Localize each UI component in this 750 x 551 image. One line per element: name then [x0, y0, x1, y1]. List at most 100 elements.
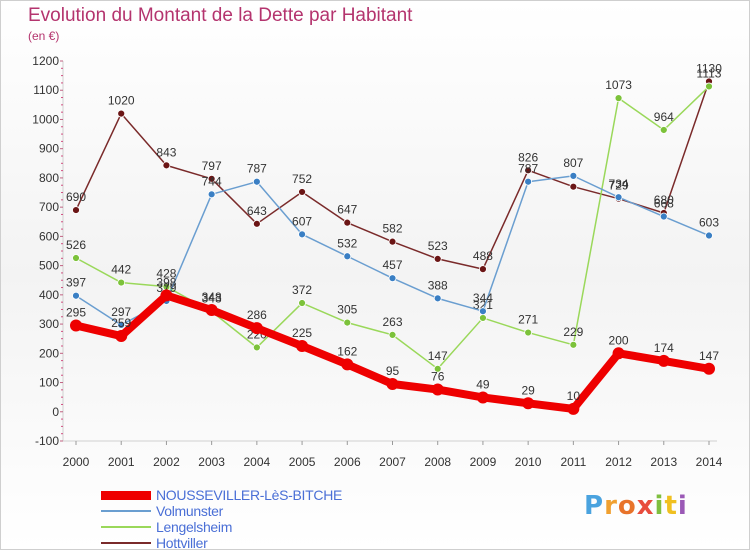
- data-label: 787: [518, 162, 538, 176]
- data-label: 843: [156, 145, 176, 159]
- data-label: 147: [428, 349, 448, 363]
- y-tick-label: 300: [39, 317, 59, 331]
- y-tick-label: 100: [39, 376, 59, 390]
- data-label: 398: [156, 275, 176, 289]
- data-label: 49: [476, 377, 490, 391]
- y-tick-label: 500: [39, 259, 59, 273]
- data-label: 174: [654, 341, 674, 355]
- proxiti-logo: Proxiti: [584, 491, 688, 521]
- data-label: 787: [247, 162, 267, 176]
- data-label: 532: [337, 236, 357, 250]
- legend-label: Volmunster: [156, 503, 224, 519]
- y-tick-label: 1000: [32, 112, 59, 126]
- data-point: [703, 362, 715, 375]
- y-tick-label: -100: [35, 434, 59, 448]
- data-label: 457: [382, 258, 402, 272]
- data-label: 297: [111, 305, 131, 319]
- data-point: [205, 304, 218, 317]
- y-tick-label: 1200: [32, 54, 59, 68]
- logo-letter: r: [604, 491, 618, 521]
- y-tick-label: 200: [39, 346, 59, 360]
- data-point: [386, 378, 399, 390]
- data-point: [659, 212, 668, 221]
- legend-swatch: [101, 510, 151, 512]
- data-point: [522, 397, 535, 410]
- x-tick-label: 2013: [650, 455, 677, 469]
- data-label: 10: [567, 389, 581, 403]
- data-label: 680: [654, 193, 674, 207]
- logo-letter: t: [664, 491, 678, 521]
- data-point: [388, 274, 397, 283]
- data-point: [343, 318, 352, 327]
- logo-letter: P: [584, 491, 605, 521]
- data-label: 259: [111, 316, 131, 330]
- data-point: [298, 230, 306, 239]
- data-label: 526: [66, 238, 86, 252]
- data-point: [431, 383, 444, 396]
- data-label: 76: [431, 370, 445, 384]
- data-label: 643: [247, 204, 267, 218]
- data-label: 582: [382, 222, 402, 236]
- data-label: 826: [518, 150, 538, 164]
- x-tick-label: 2002: [153, 455, 180, 469]
- y-tick-label: 0: [52, 405, 59, 419]
- x-tick-label: 2009: [470, 455, 497, 469]
- data-point: [705, 82, 713, 91]
- data-label: 607: [292, 214, 312, 228]
- data-label: 442: [111, 263, 131, 277]
- logo-letter: i: [654, 491, 665, 521]
- data-point: [388, 330, 397, 339]
- data-label: 690: [66, 190, 86, 204]
- data-label: 428: [156, 267, 176, 281]
- data-label: 200: [609, 333, 629, 347]
- data-label: 647: [337, 203, 357, 217]
- data-point: [341, 358, 354, 371]
- series-nousseviller-l-s-bitche: 295 259 398 348 286 225 162 95 76 49 29 10 200 174 147: [66, 275, 719, 415]
- data-point: [117, 278, 126, 287]
- data-point: [298, 299, 306, 307]
- data-label: 488: [473, 249, 493, 263]
- chart-subtitle: (en €): [28, 29, 60, 43]
- data-point: [524, 177, 533, 186]
- legend-label: NOUSSEVILLER-LèS-BITCHE: [156, 487, 343, 503]
- y-tick-label: 600: [39, 229, 59, 243]
- data-label: 321: [473, 298, 493, 312]
- data-label: 964: [654, 110, 674, 124]
- data-label: 344: [473, 291, 493, 305]
- data-label: 1073: [605, 78, 632, 92]
- data-point: [117, 109, 126, 118]
- data-point: [207, 190, 216, 199]
- data-point: [567, 402, 580, 415]
- y-tick-label: 700: [39, 200, 59, 214]
- data-label: 343: [202, 292, 222, 306]
- data-label: 162: [337, 344, 357, 358]
- data-label: 372: [292, 283, 312, 297]
- data-point: [614, 94, 623, 103]
- data-label: 379: [156, 281, 176, 295]
- y-tick-label: 900: [39, 142, 59, 156]
- logo-letter: x: [636, 491, 655, 521]
- chart-title: Evolution du Montant de la Dette par Hab…: [28, 5, 413, 26]
- x-tick-label: 2005: [289, 455, 316, 469]
- data-point: [614, 193, 623, 202]
- data-label: 734: [609, 177, 629, 191]
- data-point: [70, 319, 82, 332]
- legend-swatch: [101, 526, 151, 528]
- data-label: 29: [521, 383, 535, 397]
- data-point: [569, 182, 578, 191]
- data-label: 744: [202, 174, 222, 188]
- data-label: 807: [563, 156, 583, 170]
- data-point: [296, 340, 309, 352]
- x-tick-label: 2011: [560, 455, 586, 469]
- data-label: 797: [202, 159, 222, 173]
- data-label: 348: [202, 290, 222, 304]
- data-label: 147: [699, 349, 719, 363]
- data-point: [252, 343, 261, 352]
- series-volmunster: 397 297 379 744 787 607 532 457 388 344 787 807 734 6…: [66, 156, 719, 329]
- data-point: [659, 126, 668, 134]
- data-point: [433, 364, 442, 373]
- x-tick-label: 2006: [334, 455, 361, 469]
- x-tick-label: 2010: [515, 455, 542, 469]
- data-label: 1113: [697, 66, 722, 80]
- data-point: [476, 391, 489, 404]
